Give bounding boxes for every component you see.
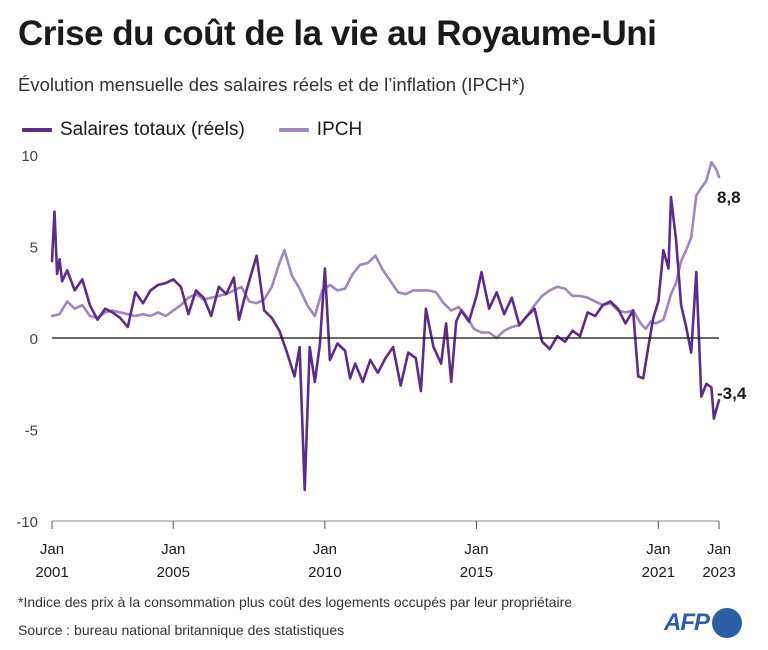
afp-logo-text: AFP: [664, 609, 710, 636]
x-tick-label-year: 2010: [308, 564, 341, 581]
x-tick-label-month: Jan: [707, 541, 731, 558]
chart-legend: Salaires totaux (réels) IPCH: [22, 119, 396, 141]
legend-label-wages: Salaires totaux (réels): [60, 119, 245, 140]
x-tick-label-year: 2001: [35, 564, 68, 581]
legend-swatch-wages: [22, 128, 52, 132]
legend-item-wages: Salaires totaux (réels): [22, 119, 245, 141]
y-tick-label: -10: [16, 514, 38, 531]
x-tick-label-year: 2015: [460, 564, 493, 581]
y-tick-label: 0: [30, 331, 38, 348]
chart-title: Crise du coût de la vie au Royaume-Uni: [18, 14, 657, 53]
footnote: *Indice des prix à la consommation plus …: [18, 594, 573, 610]
legend-swatch-cpih: [278, 128, 309, 132]
y-tick-label: 5: [30, 240, 38, 257]
x-tick-label-month: Jan: [40, 541, 64, 558]
afp-logo-dot: [712, 608, 742, 638]
afp-logo: AFP: [664, 608, 742, 638]
x-tick-label-year: 2023: [702, 564, 735, 581]
line-chart: 1050-5-10Jan2001Jan2005Jan2010Jan2015Jan…: [16, 148, 747, 581]
end-label-wages: -3,4: [717, 384, 747, 403]
legend-label-cpih: IPCH: [316, 119, 363, 140]
end-label-cpih: 8,8: [717, 188, 741, 207]
x-tick-label-year: 2021: [642, 564, 675, 581]
series-line-cpih: [50, 161, 721, 340]
x-tick-label-month: Jan: [161, 541, 185, 558]
legend-item-cpih: IPCH: [278, 119, 363, 141]
series-line-wages: [50, 195, 721, 492]
source-note: Source : bureau national britannique des…: [18, 622, 345, 638]
y-tick-label: -5: [25, 423, 38, 440]
x-tick-label-year: 2005: [157, 564, 190, 581]
x-tick-label-month: Jan: [313, 541, 337, 558]
y-tick-label: 10: [21, 148, 38, 165]
x-tick-label-month: Jan: [646, 541, 670, 558]
x-tick-label-month: Jan: [464, 541, 488, 558]
chart-subtitle: Évolution mensuelle des salaires réels e…: [18, 74, 525, 95]
